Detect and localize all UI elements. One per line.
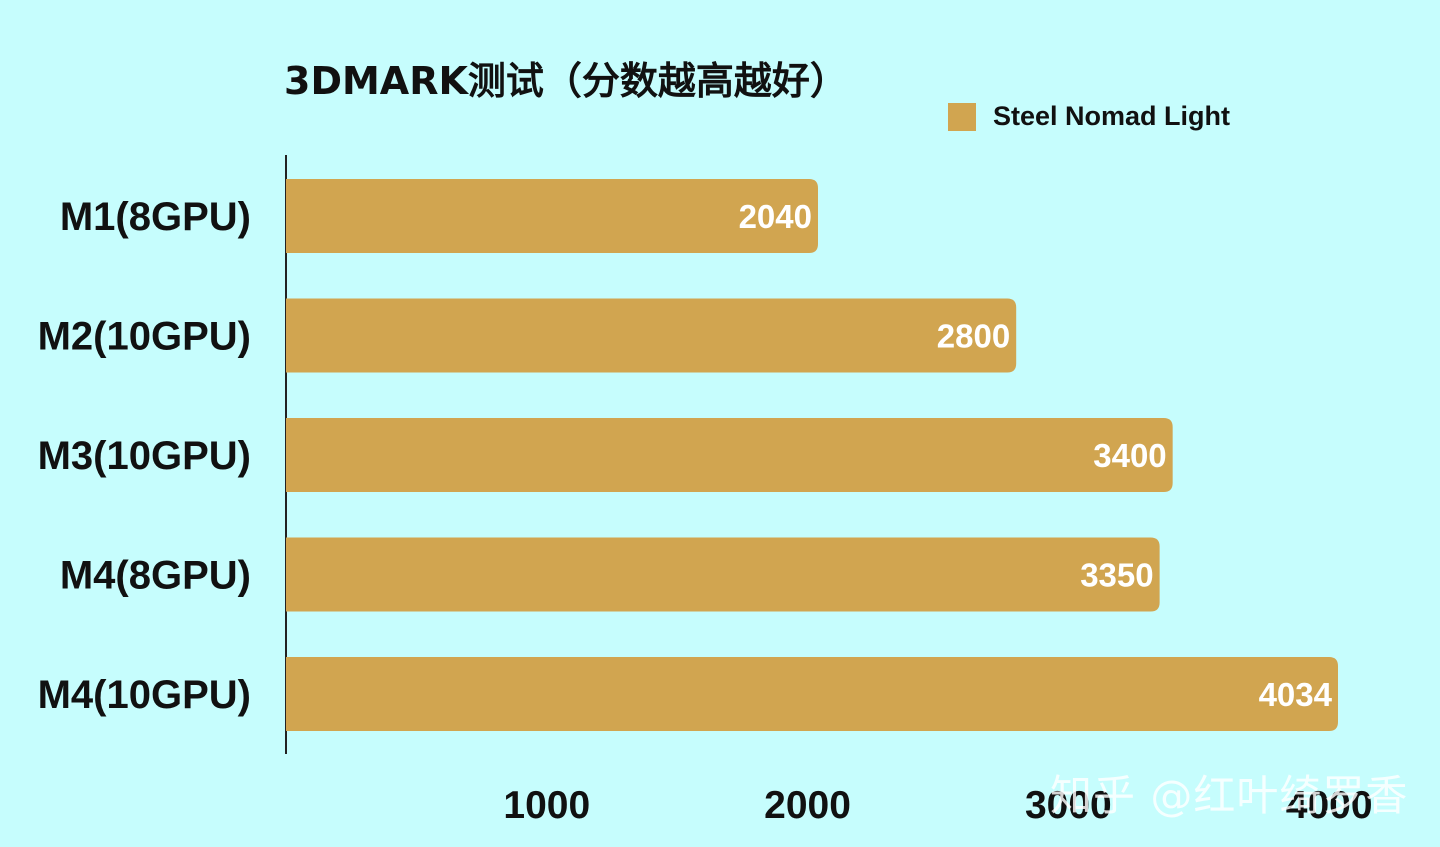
category-label: M4(8GPU) — [60, 554, 251, 598]
x-tick-label: 1000 — [503, 784, 590, 827]
data-label: 3400 — [1093, 437, 1166, 474]
data-label: 2040 — [739, 198, 812, 235]
bar — [286, 418, 1173, 492]
x-tick-label: 2000 — [764, 784, 851, 827]
data-label: 4034 — [1259, 676, 1333, 713]
legend: Steel Nomad Light — [948, 101, 1230, 132]
data-label: 2800 — [937, 318, 1010, 355]
category-label: M4(10GPU) — [38, 673, 251, 717]
bar — [286, 537, 1160, 612]
x-tick-label: 3000 — [1025, 784, 1112, 827]
data-label: 3350 — [1080, 557, 1153, 594]
bar — [286, 657, 1338, 731]
category-label: M2(10GPU) — [38, 315, 251, 359]
legend-swatch — [948, 102, 976, 131]
bar — [286, 298, 1017, 373]
watermark: 知乎 @红叶绮罗香 — [1050, 771, 1409, 820]
category-label: M1(8GPU) — [60, 195, 251, 239]
chart-title: 3DMARK测试（分数越高越好） — [284, 59, 848, 103]
x-tick-label: 4000 — [1286, 784, 1373, 827]
legend-label: Steel Nomad Light — [993, 101, 1231, 131]
bar — [286, 179, 818, 253]
category-label: M3(10GPU) — [38, 434, 251, 478]
